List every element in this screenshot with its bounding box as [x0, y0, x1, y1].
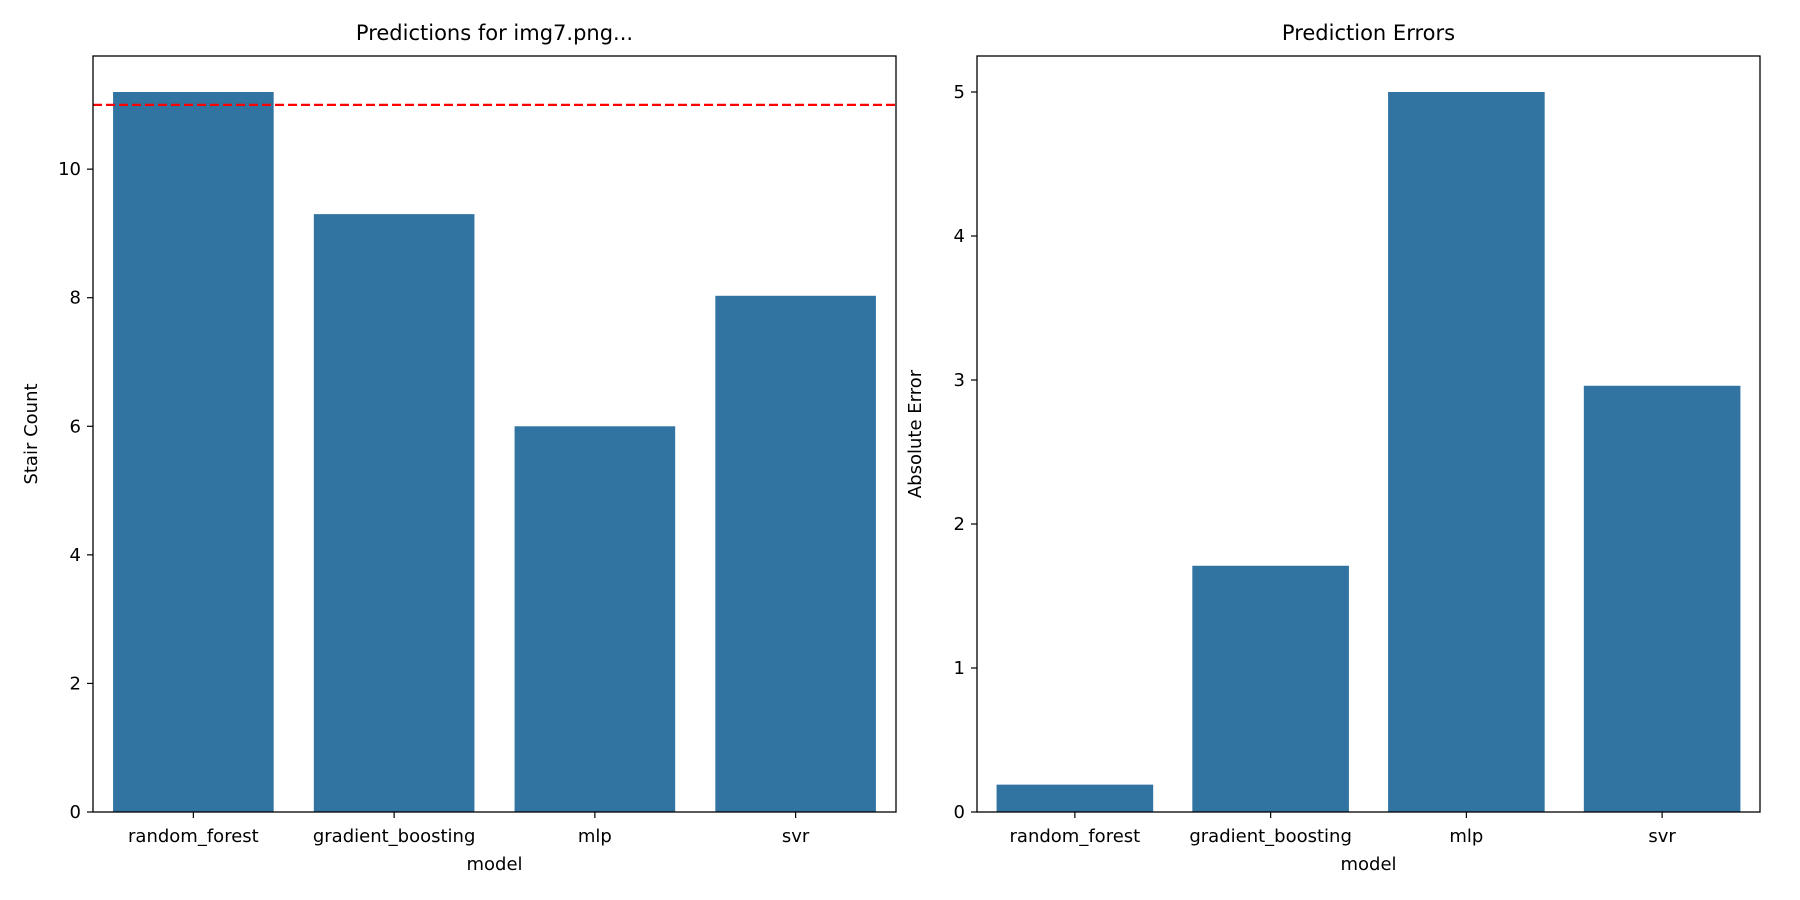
bar-svr	[715, 295, 876, 812]
x-axis-label: model	[466, 854, 522, 875]
x-tick-label: svr	[1648, 826, 1676, 847]
y-tick-label: 4	[70, 545, 81, 566]
x-tick-label: random_forest	[128, 826, 259, 847]
y-tick-label: 6	[70, 416, 81, 437]
chart-errors: Prediction Errors model Absolute Error r…	[905, 21, 1761, 875]
bar-svr	[1583, 385, 1741, 812]
y-tick-label: 1	[954, 658, 965, 679]
bar-gradient_boosting	[313, 214, 475, 813]
bar-gradient_boosting	[1192, 565, 1349, 812]
chart-predictions: Predictions for img7.png... model Stair …	[21, 21, 897, 875]
plot-area: random_forest gradient_boosting mlp svr 0 2 4 6…	[58, 92, 896, 847]
y-tick-label: 5	[954, 82, 965, 103]
x-tick-label: mlp	[578, 826, 612, 847]
x-axis-label: model	[1340, 854, 1396, 875]
y-tick-label: 3	[954, 370, 965, 391]
x-tick-label: gradient_boosting	[1189, 826, 1352, 847]
x-tick-label: random_forest	[1010, 826, 1141, 847]
plot-area: random_forest gradient_boosting mlp svr 0 1 2 3…	[954, 82, 1741, 847]
bar-mlp	[1388, 92, 1545, 812]
axes-frame	[976, 55, 1761, 813]
bar-mlp	[514, 426, 676, 812]
y-tick-label: 10	[58, 159, 81, 180]
y-tick-label: 2	[954, 514, 965, 535]
y-axis-label: Stair Count	[21, 383, 42, 484]
chart-title: Predictions for img7.png...	[356, 21, 633, 45]
x-tick-label: mlp	[1449, 826, 1483, 847]
x-tick-label: svr	[782, 826, 810, 847]
y-tick-label: 2	[70, 673, 81, 694]
bar-random_forest	[996, 784, 1154, 812]
y-tick-label: 8	[70, 288, 81, 309]
y-tick-label: 0	[70, 802, 81, 823]
y-tick-label: 4	[954, 226, 965, 247]
y-axis-label: Absolute Error	[905, 369, 926, 498]
y-tick-label: 0	[954, 802, 965, 823]
axes-frame	[92, 55, 897, 813]
bar-random_forest	[113, 92, 274, 812]
chart-title: Prediction Errors	[1282, 21, 1455, 45]
x-tick-label: gradient_boosting	[313, 826, 476, 847]
